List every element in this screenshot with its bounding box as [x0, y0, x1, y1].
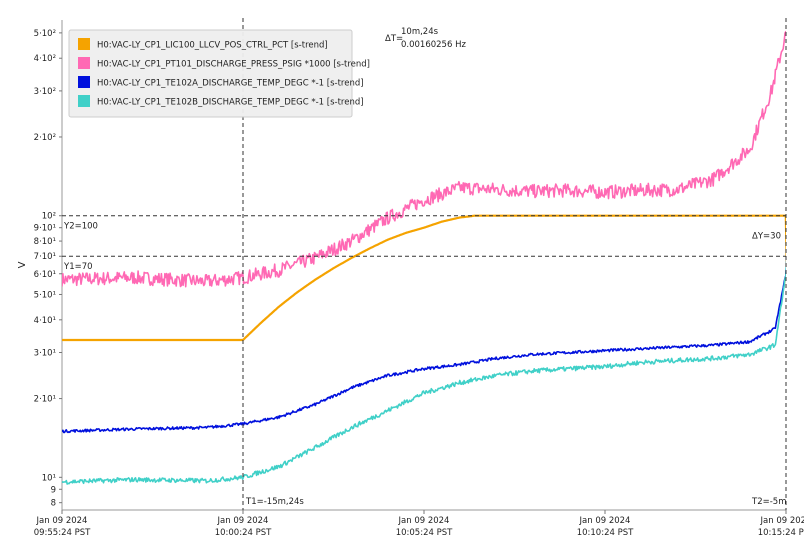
x-tick-label-time: 09:55:24 PST [34, 528, 91, 538]
series-line-1 [62, 214, 786, 342]
x-tick-label-time: 10:10:24 PST [577, 528, 634, 538]
y-tick-label: 5·10² [34, 29, 56, 39]
y-tick-label: 6·10¹ [34, 270, 56, 280]
y-tick-label: 4·10² [34, 54, 56, 64]
legend-label: H0:VAC-LY_CP1_TE102B_DISCHARGE_TEMP_DEGC… [97, 98, 364, 108]
y-tick-label: 7·10¹ [34, 252, 56, 262]
x-tick-label-date: Jan 09 2024 [217, 516, 269, 526]
y-tick-label: 2·10² [34, 133, 56, 143]
x-tick-label-time: 10:05:24 PST [396, 528, 453, 538]
y-tick-label: 5·10¹ [34, 290, 56, 300]
series-line-4 [62, 258, 786, 485]
y-tick-label: 9·10¹ [34, 224, 56, 234]
y-tick-label: 10² [42, 212, 56, 222]
legend-swatch [78, 76, 90, 88]
y-tick-label: 3·10¹ [34, 349, 56, 359]
delta-y-label: ΔY=30 [752, 232, 781, 242]
y-tick-label: 9 [51, 485, 56, 495]
y-tick-label: 4·10¹ [34, 316, 56, 326]
y-tick-label: 3·10² [34, 87, 56, 97]
cursor-y2-label: Y2=100 [63, 222, 98, 232]
cursor-y1-label: Y1=70 [63, 262, 93, 272]
legend-swatch [78, 38, 90, 50]
x-tick-label-date: Jan 09 2024 [579, 516, 631, 526]
legend-swatch [78, 57, 90, 69]
series-line-3 [62, 258, 786, 434]
x-tick-label-time: 10:00:24 PST [215, 528, 272, 538]
y-tick-label: 8·10¹ [34, 237, 56, 247]
legend-swatch [78, 95, 90, 107]
delta-t-value: 10m,24s [401, 27, 439, 37]
cursor-x2-label: T2=-5m [751, 497, 786, 507]
x-tick-label-date: Jan 09 2024 [760, 516, 804, 526]
series-line-2 [62, 30, 786, 288]
x-tick-label-date: Jan 09 2024 [36, 516, 88, 526]
y-tick-label: 10¹ [42, 473, 56, 483]
y-tick-label: 8 [51, 499, 56, 509]
legend-box [68, 29, 353, 118]
legend-label: H0:VAC-LY_CP1_TE102A_DISCHARGE_TEMP_DEGC… [97, 79, 364, 89]
y-axis-label: V [17, 261, 28, 268]
y-tick-label: 2·10¹ [34, 395, 56, 405]
delta-t-label: ΔT= [385, 34, 403, 44]
delta-t-frequency: 0.00160256 Hz [401, 40, 466, 50]
x-tick-label-date: Jan 09 2024 [398, 516, 450, 526]
cursor-x1-label: T1=-15m,24s [245, 497, 304, 507]
x-tick-label-time: 10:15:24 PST [758, 528, 804, 538]
legend-label: H0:VAC-LY_CP1_PT101_DISCHARGE_PRESS_PSIG… [97, 60, 370, 70]
legend-label: H0:VAC-LY_CP1_LIC100_LLCV_POS_CTRL_PCT [… [97, 41, 328, 51]
